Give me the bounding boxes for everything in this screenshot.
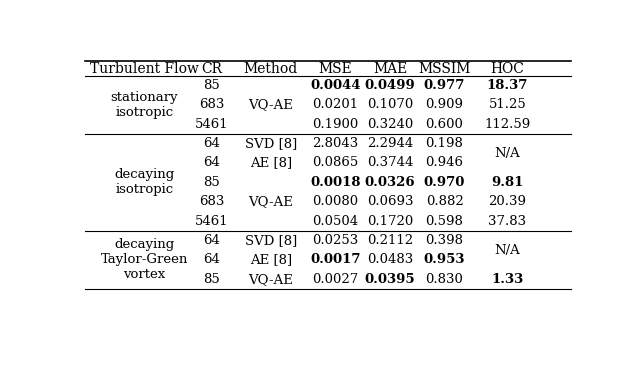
Text: 0.0080: 0.0080 (312, 195, 358, 208)
Text: 0.0483: 0.0483 (367, 253, 413, 266)
Text: 64: 64 (203, 253, 220, 266)
Text: 64: 64 (203, 157, 220, 169)
Text: 20.39: 20.39 (488, 195, 527, 208)
Text: 9.81: 9.81 (492, 176, 524, 189)
Text: 0.0693: 0.0693 (367, 195, 413, 208)
Text: 0.970: 0.970 (424, 176, 465, 189)
Text: 0.0201: 0.0201 (312, 98, 358, 111)
Text: 5461: 5461 (195, 215, 228, 228)
Text: VQ-AE: VQ-AE (248, 195, 293, 208)
Text: 37.83: 37.83 (488, 215, 527, 228)
Text: 683: 683 (199, 98, 224, 111)
Text: 85: 85 (203, 79, 220, 92)
Text: CR: CR (201, 62, 222, 75)
Text: 0.830: 0.830 (426, 273, 463, 286)
Text: 0.0044: 0.0044 (310, 79, 361, 92)
Text: MAE: MAE (373, 62, 407, 75)
Text: MSE: MSE (319, 62, 352, 75)
Text: 112.59: 112.59 (484, 118, 531, 131)
Text: 1.33: 1.33 (492, 273, 524, 286)
Text: 0.0326: 0.0326 (365, 176, 415, 189)
Text: SVD [8]: SVD [8] (245, 234, 297, 247)
Text: 51.25: 51.25 (489, 98, 527, 111)
Text: 0.0253: 0.0253 (312, 234, 358, 247)
Text: 0.3744: 0.3744 (367, 157, 413, 169)
Text: 18.37: 18.37 (487, 79, 528, 92)
Text: 0.0504: 0.0504 (312, 215, 358, 228)
Text: 0.198: 0.198 (426, 137, 463, 150)
Text: 0.598: 0.598 (426, 215, 463, 228)
Text: 0.977: 0.977 (424, 79, 465, 92)
Text: Method: Method (244, 62, 298, 75)
Text: 683: 683 (199, 195, 224, 208)
Text: 0.0865: 0.0865 (312, 157, 358, 169)
Text: 0.0499: 0.0499 (365, 79, 415, 92)
Text: 2.8043: 2.8043 (312, 137, 358, 150)
Text: 0.946: 0.946 (426, 157, 463, 169)
Text: VQ-AE: VQ-AE (248, 98, 293, 111)
Text: 64: 64 (203, 137, 220, 150)
Text: 0.0027: 0.0027 (312, 273, 358, 286)
Text: MSSIM: MSSIM (419, 62, 471, 75)
Text: SVD [8]: SVD [8] (245, 137, 297, 150)
Text: 0.600: 0.600 (426, 118, 463, 131)
Text: 0.2112: 0.2112 (367, 234, 413, 247)
Text: stationary
isotropic: stationary isotropic (111, 91, 179, 119)
Text: AE [8]: AE [8] (250, 253, 292, 266)
Text: HOC: HOC (491, 62, 525, 75)
Text: 0.909: 0.909 (426, 98, 463, 111)
Text: 2.2944: 2.2944 (367, 137, 413, 150)
Text: Turbulent Flow: Turbulent Flow (90, 62, 199, 75)
Text: 5461: 5461 (195, 118, 228, 131)
Text: VQ-AE: VQ-AE (248, 273, 293, 286)
Text: 0.0395: 0.0395 (365, 273, 415, 286)
Text: N/A: N/A (495, 147, 520, 160)
Text: 0.1070: 0.1070 (367, 98, 413, 111)
Text: 0.0018: 0.0018 (310, 176, 361, 189)
Text: 85: 85 (203, 273, 220, 286)
Text: 0.3240: 0.3240 (367, 118, 413, 131)
Text: AE [8]: AE [8] (250, 157, 292, 169)
Text: 0.1720: 0.1720 (367, 215, 413, 228)
Text: 0.953: 0.953 (424, 253, 465, 266)
Text: decaying
Taylor-Green
vortex: decaying Taylor-Green vortex (100, 238, 188, 281)
Text: 0.1900: 0.1900 (312, 118, 358, 131)
Text: 0.882: 0.882 (426, 195, 463, 208)
Text: 0.0017: 0.0017 (310, 253, 361, 266)
Text: 64: 64 (203, 234, 220, 247)
Text: N/A: N/A (495, 243, 520, 257)
Text: 0.398: 0.398 (426, 234, 463, 247)
Text: decaying
isotropic: decaying isotropic (115, 168, 175, 196)
Text: 85: 85 (203, 176, 220, 189)
